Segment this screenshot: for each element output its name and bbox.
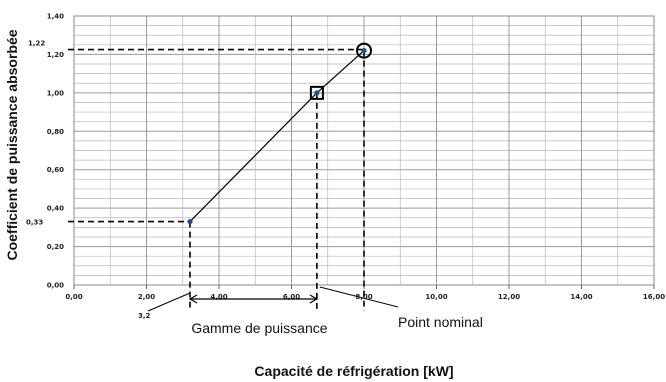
y-tick-label: 0,60 bbox=[47, 166, 64, 174]
y-axis-title: Coefficient de puissance absorbée bbox=[4, 29, 20, 260]
nominal-marker-square bbox=[309, 85, 324, 100]
y-tick-label: 0,40 bbox=[47, 205, 64, 213]
range-arrow-left bbox=[188, 294, 198, 304]
x-tick-label: 16,00 bbox=[643, 293, 665, 301]
series-line bbox=[189, 50, 365, 223]
x-tick-label: 2,00 bbox=[138, 293, 155, 301]
y-max-annotation: 1,22 bbox=[28, 40, 45, 48]
data-point bbox=[187, 218, 193, 225]
max-marker-circle bbox=[356, 42, 372, 59]
x-tick-label: 14,00 bbox=[570, 293, 592, 301]
y-min-annotation: 0,33 bbox=[26, 219, 43, 227]
y-tick-label: 1,00 bbox=[47, 89, 64, 97]
x-tick-label: 6,00 bbox=[283, 293, 300, 301]
y-tick-label: 1,40 bbox=[47, 13, 64, 21]
y-tick-label: 1,20 bbox=[47, 51, 64, 59]
x-tick-label: 12,00 bbox=[498, 293, 520, 301]
y-tick-label: 0,20 bbox=[47, 243, 64, 251]
y-tick-label: 0,80 bbox=[47, 128, 64, 136]
x-tick-label: 4,00 bbox=[210, 293, 227, 301]
x-tick-label: 10,00 bbox=[425, 293, 447, 301]
x-min-leader bbox=[147, 292, 191, 312]
x-axis-title: Capacité de réfrigération [kW] bbox=[254, 363, 453, 379]
x-min-annotation: 3,2 bbox=[138, 312, 151, 320]
range-label: Gamme de puissance bbox=[191, 320, 327, 336]
range-arrow-right bbox=[309, 294, 319, 304]
nominal-leader bbox=[319, 286, 399, 308]
x-tick-label: 0,00 bbox=[65, 293, 82, 301]
data-point bbox=[361, 47, 367, 54]
y-tick-label: 0,00 bbox=[47, 282, 64, 290]
nominal-label: Point nominal bbox=[398, 314, 483, 330]
x-tick-label: 8,00 bbox=[355, 293, 372, 301]
data-point bbox=[314, 90, 320, 96]
